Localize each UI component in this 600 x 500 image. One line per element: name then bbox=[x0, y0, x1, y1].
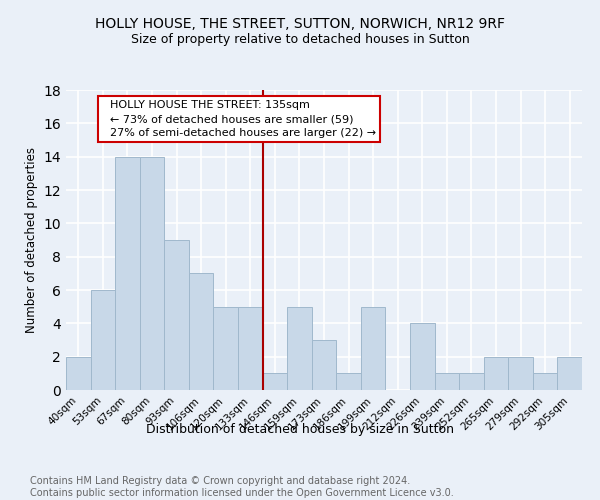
Bar bbox=[557, 356, 582, 390]
Bar bbox=[508, 356, 533, 390]
Bar bbox=[238, 306, 263, 390]
Text: HOLLY HOUSE, THE STREET, SUTTON, NORWICH, NR12 9RF: HOLLY HOUSE, THE STREET, SUTTON, NORWICH… bbox=[95, 18, 505, 32]
Bar bbox=[312, 340, 336, 390]
Bar bbox=[189, 274, 214, 390]
Y-axis label: Number of detached properties: Number of detached properties bbox=[25, 147, 38, 333]
Bar bbox=[140, 156, 164, 390]
Bar bbox=[361, 306, 385, 390]
Bar bbox=[434, 374, 459, 390]
Bar bbox=[91, 290, 115, 390]
Bar bbox=[164, 240, 189, 390]
Bar bbox=[459, 374, 484, 390]
Bar bbox=[336, 374, 361, 390]
Text: Distribution of detached houses by size in Sutton: Distribution of detached houses by size … bbox=[146, 422, 454, 436]
Text: HOLLY HOUSE THE STREET: 135sqm
  ← 73% of detached houses are smaller (59)
  27%: HOLLY HOUSE THE STREET: 135sqm ← 73% of … bbox=[103, 100, 376, 138]
Bar bbox=[263, 374, 287, 390]
Bar bbox=[484, 356, 508, 390]
Bar bbox=[410, 324, 434, 390]
Bar bbox=[66, 356, 91, 390]
Text: Size of property relative to detached houses in Sutton: Size of property relative to detached ho… bbox=[131, 32, 469, 46]
Text: Contains HM Land Registry data © Crown copyright and database right 2024.
Contai: Contains HM Land Registry data © Crown c… bbox=[30, 476, 454, 498]
Bar bbox=[214, 306, 238, 390]
Bar bbox=[287, 306, 312, 390]
Bar bbox=[115, 156, 140, 390]
Bar bbox=[533, 374, 557, 390]
